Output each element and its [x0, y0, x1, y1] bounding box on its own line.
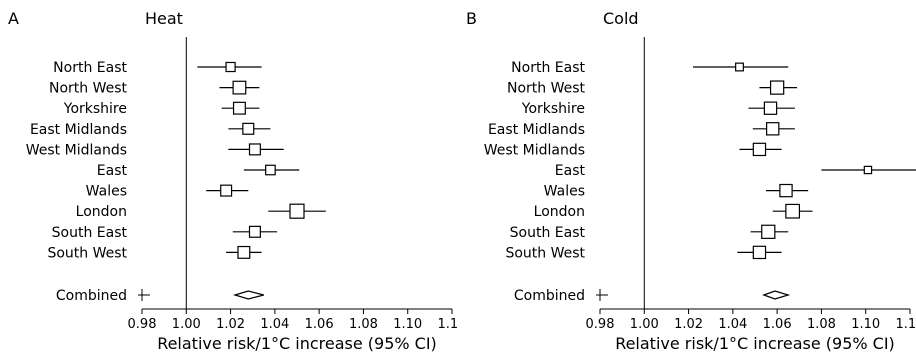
row-label: South East [510, 225, 586, 241]
row-label: London [76, 204, 127, 220]
row-label: South West [47, 245, 127, 261]
row-label: West Midlands [484, 142, 585, 158]
row-label: Wales [86, 184, 127, 200]
x-tick-label: 1.08 [349, 317, 378, 332]
x-axis-title: Relative risk/1°C increase (95% CI) [615, 334, 895, 353]
estimate-box [248, 143, 261, 156]
x-tick-label: 1.02 [216, 317, 245, 332]
row-label: North East [511, 60, 585, 76]
heat-forest-plot-panel: A Heat 0.98 1.00 1.02 1.04 1.06 1.08 1.10 1.12Rel… [8, 9, 458, 353]
estimate-box [248, 225, 261, 238]
estimate-box [769, 80, 785, 95]
estimate-box [752, 245, 767, 260]
panel-title: Heat [145, 9, 183, 28]
x-tick-label: 1.04 [260, 317, 289, 332]
row-label: East [555, 163, 586, 179]
estimate-box [265, 164, 276, 176]
x-tick-label: 1.06 [305, 317, 334, 332]
x-tick-label: 1.02 [674, 317, 703, 332]
estimate-box [242, 122, 255, 135]
row-label: North West [507, 81, 586, 97]
estimate-box [779, 183, 793, 198]
combined-label: Combined [56, 288, 127, 304]
estimate-box [220, 184, 233, 197]
x-tick-label: 1.00 [630, 317, 659, 332]
x-tick-label: 0.98 [128, 317, 157, 332]
x-tick-label: 1.12 [896, 317, 916, 332]
x-tick-label: 1.10 [851, 317, 880, 332]
estimate-box [225, 61, 236, 73]
row-label: London [534, 204, 585, 220]
heat-forest-plot: A Heat 0.98 1.00 1.02 1.04 1.06 1.08 1.10 1.12Rel… [8, 9, 458, 353]
estimate-box [863, 165, 873, 175]
estimate-box [752, 142, 767, 157]
row-label: East Midlands [30, 122, 127, 138]
estimate-box [289, 203, 305, 219]
estimate-box [237, 245, 251, 259]
cold-forest-plot-panel: B Cold 0.98 1.00 1.02 1.04 1.06 1.08 1.10 1.12Rel… [458, 0, 916, 354]
row-label: North West [49, 81, 128, 97]
x-tick-label: 1.10 [393, 317, 422, 332]
combined-label: Combined [514, 288, 585, 304]
panel-title: Cold [603, 9, 639, 28]
x-tick-label: 1.04 [718, 317, 747, 332]
row-label: East [97, 163, 128, 179]
combined-diamond [762, 290, 791, 300]
row-label: Yorkshire [63, 101, 127, 117]
panel-letter: B [466, 9, 477, 28]
estimate-box [232, 80, 247, 95]
estimate-box [232, 101, 246, 115]
row-label: Yorkshire [521, 101, 585, 117]
cold-forest-plot: B Cold 0.98 1.00 1.02 1.04 1.06 1.08 1.10 1.12Rel… [466, 9, 916, 353]
combined-diamond [232, 290, 264, 300]
panel-letter: A [8, 9, 19, 28]
x-tick-label: 1.06 [763, 317, 792, 332]
x-tick-label: 1.00 [172, 317, 201, 332]
estimate-box [785, 203, 801, 219]
row-label: East Midlands [488, 122, 585, 138]
estimate-box [761, 224, 776, 239]
estimate-box [735, 62, 744, 72]
row-label: North East [53, 60, 127, 76]
x-axis-title: Relative risk/1°C increase (95% CI) [157, 334, 437, 353]
estimate-box [766, 122, 780, 136]
row-label: West Midlands [26, 142, 127, 158]
row-label: South West [505, 245, 585, 261]
x-tick-label: 0.98 [586, 317, 615, 332]
row-label: South East [52, 225, 128, 241]
row-label: Wales [544, 184, 585, 200]
estimate-box [763, 101, 778, 115]
x-tick-label: 1.08 [807, 317, 836, 332]
x-tick-label: 1.12 [438, 317, 458, 332]
